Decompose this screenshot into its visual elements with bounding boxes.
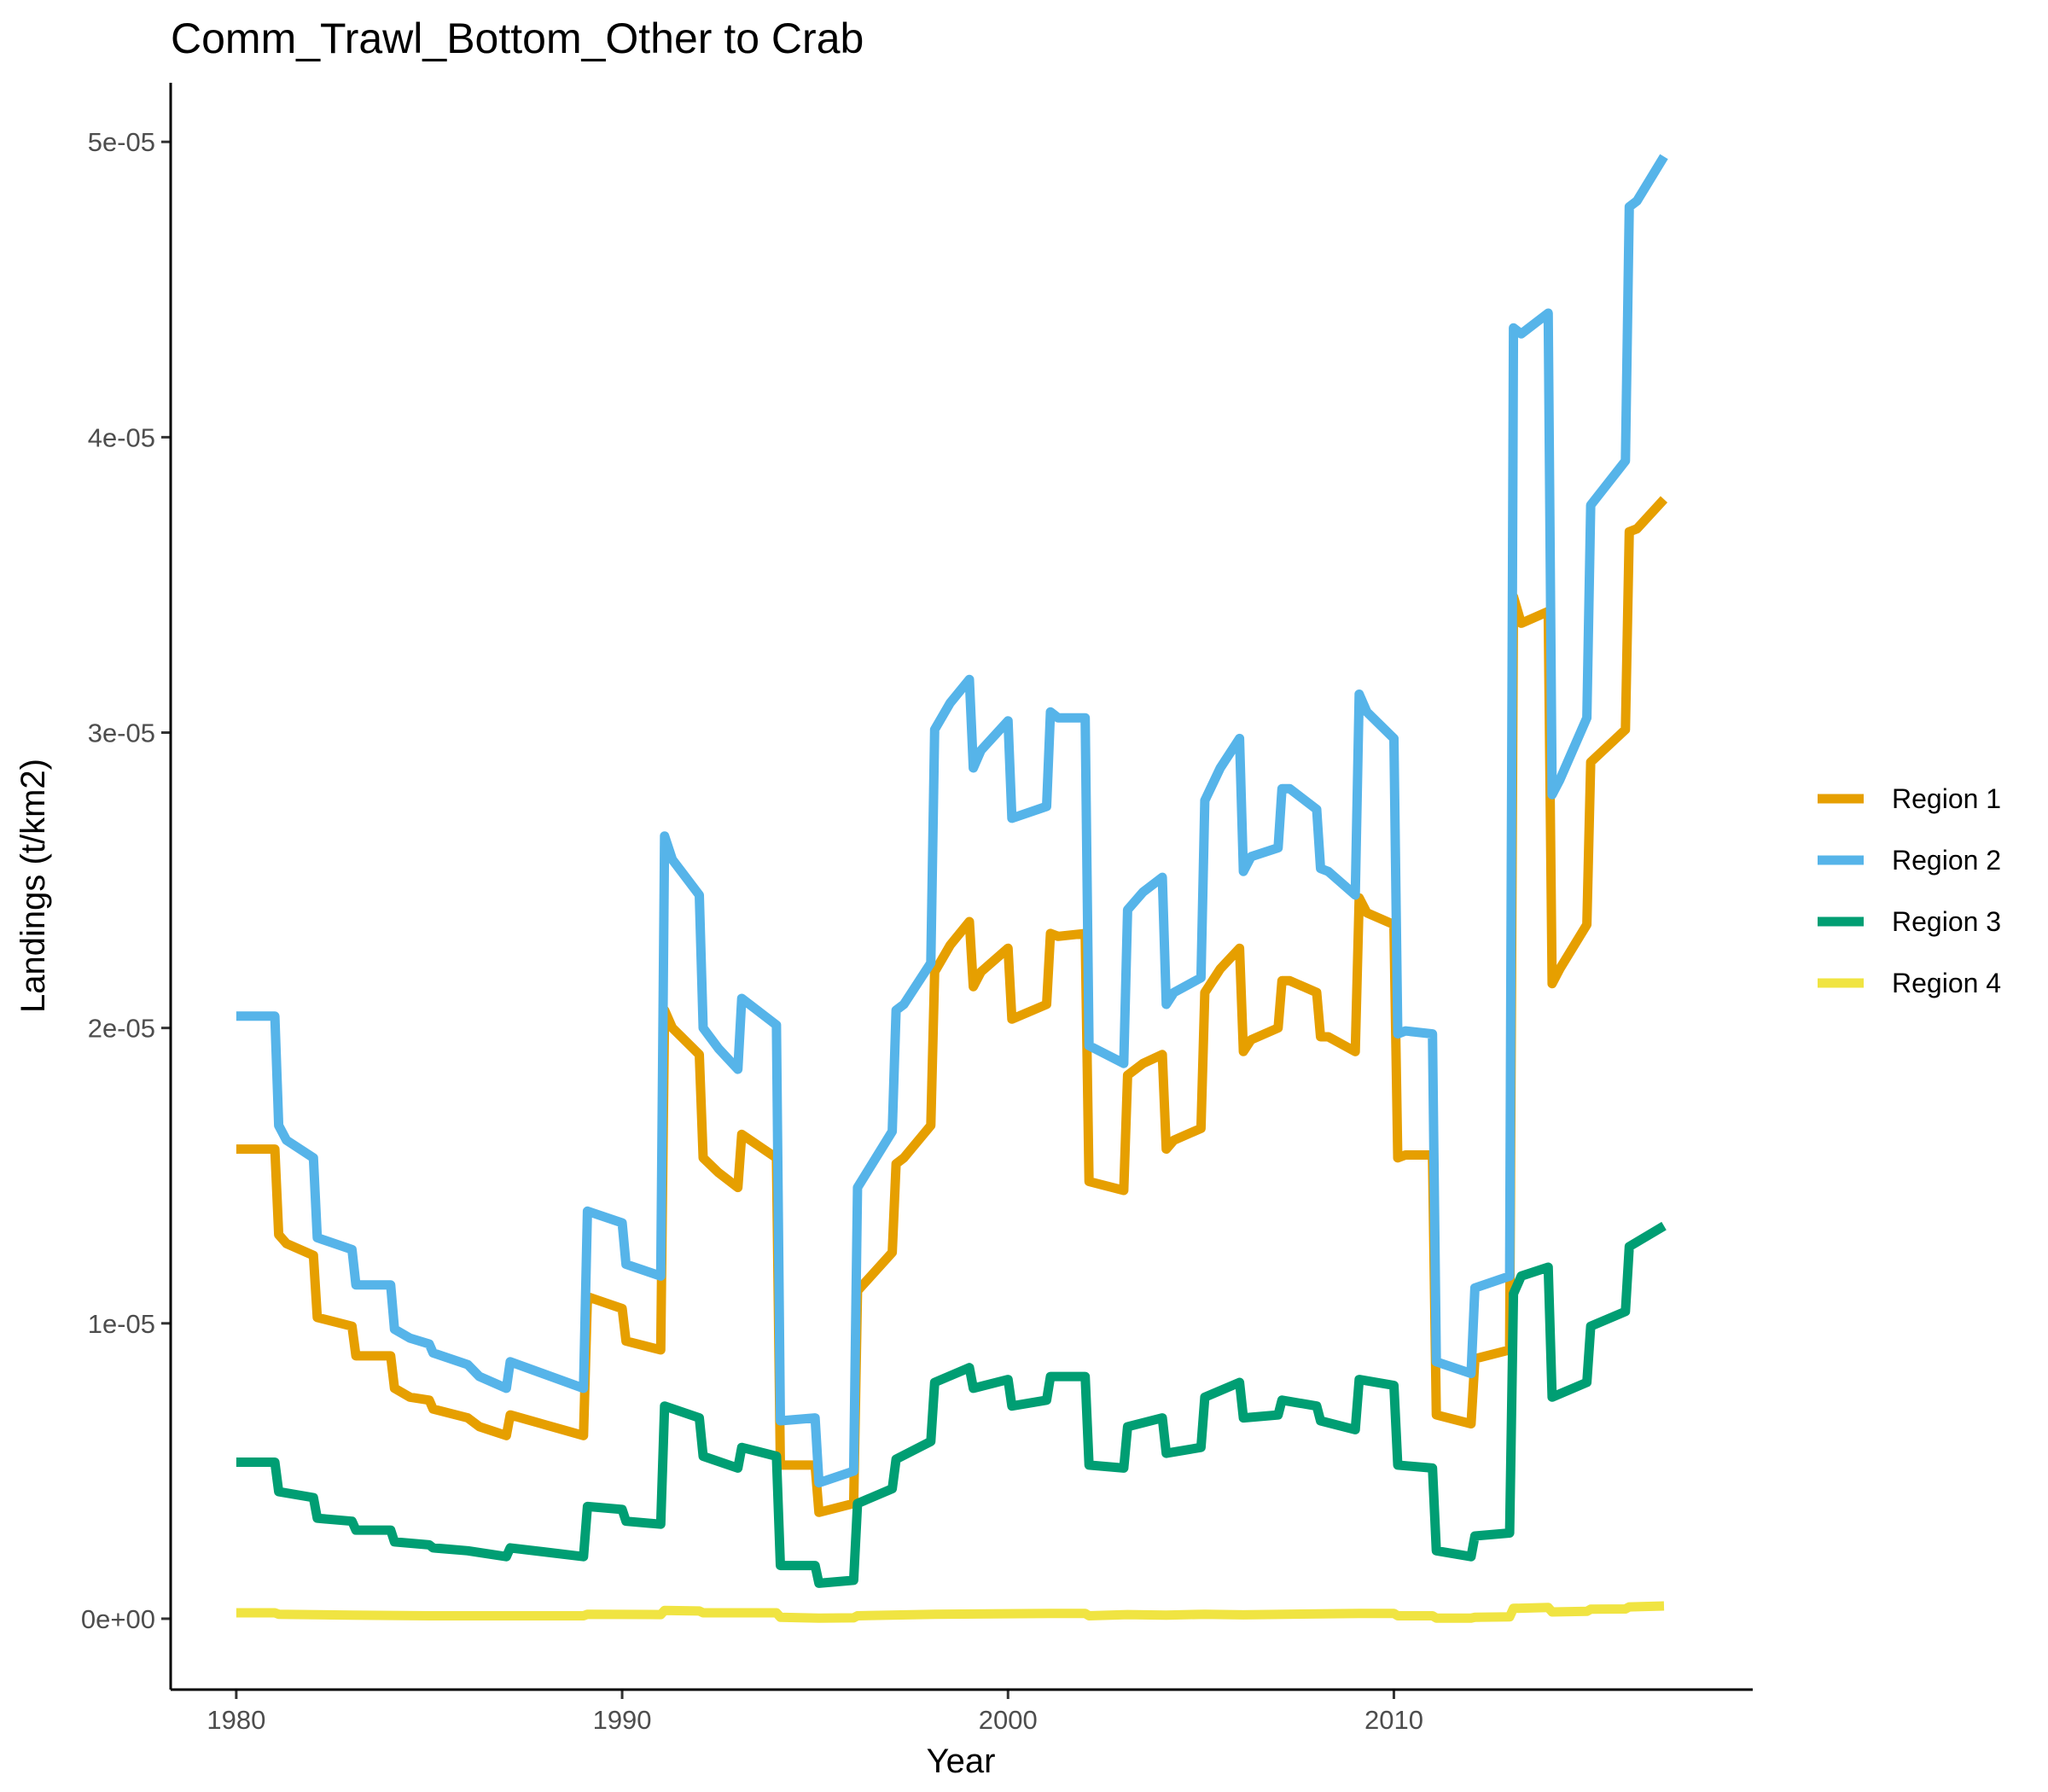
legend-label: Region 1 [1892,783,2001,814]
x-axis-title: Year [927,1743,996,1780]
y-axis-title: Landings (t/km2) [15,759,52,1013]
series-line-region-4 [236,1601,1665,1623]
y-tick-label: 3e-05 [88,719,155,748]
legend-label: Region 3 [1892,906,2001,937]
x-tick-label: 2000 [979,1705,1038,1735]
x-tick-label: 1990 [593,1705,652,1735]
x-axis-ticks: 1980 1990 2000 2010 [207,1690,1423,1735]
y-tick-label: 5e-05 [88,127,155,157]
x-tick-label: 2010 [1364,1705,1423,1735]
y-axis-ticks: 0e+00 1e-05 2e-05 3e-05 4e-05 5e-05 [81,127,171,1634]
legend-label: Region 4 [1892,968,2001,998]
y-tick-label: 0e+00 [81,1604,155,1634]
y-tick-label: 1e-05 [88,1309,155,1339]
y-tick-label: 2e-05 [88,1014,155,1044]
chart-title: Comm_Trawl_Bottom_Other to Crab [171,15,864,62]
series-line-region-2 [236,154,1668,1488]
legend-label: Region 2 [1892,845,2001,876]
y-tick-label: 4e-05 [88,422,155,452]
legend: Region 1 Region 2 Region 3 Region 4 [1818,783,2001,998]
x-tick-label: 1980 [207,1705,265,1735]
series-lines [236,154,1668,1623]
series-line-region-3 [236,1221,1667,1588]
